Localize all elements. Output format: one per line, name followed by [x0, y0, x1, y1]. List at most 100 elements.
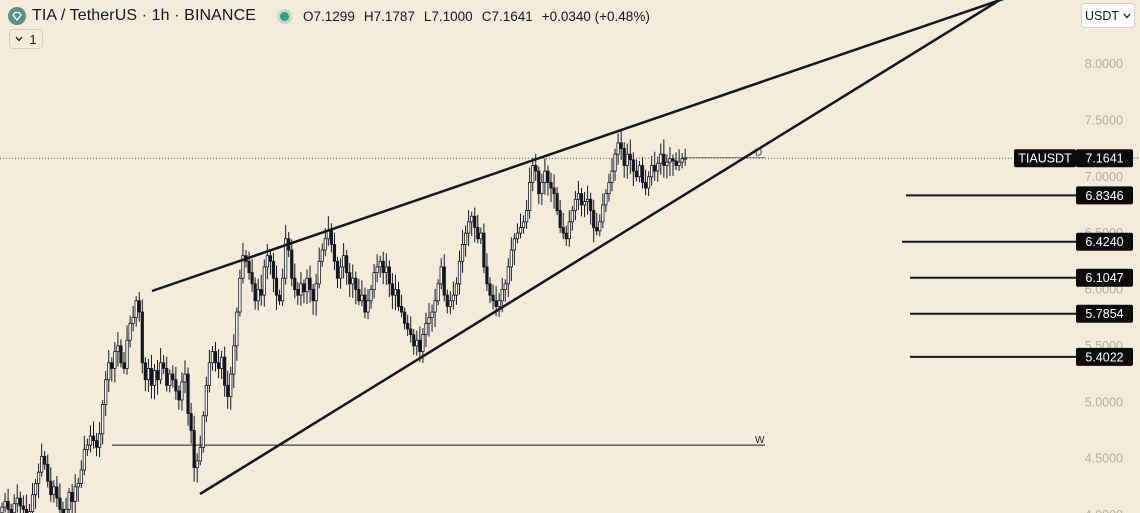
- candle-body: [457, 260, 462, 285]
- candle-body: [491, 294, 495, 302]
- candle-body: [119, 345, 123, 364]
- candle-body: [582, 201, 587, 206]
- target-level-label: 5.4022: [1085, 350, 1123, 364]
- y-axis-tick-label: 4.0000: [1085, 508, 1123, 513]
- candle-body: [82, 449, 86, 471]
- target-level-label: 5.7854: [1085, 307, 1123, 321]
- chevron-down-icon: [1123, 13, 1131, 18]
- candle-body: [515, 232, 520, 240]
- candle-body: [235, 311, 239, 347]
- candle-body: [238, 277, 242, 313]
- candle-body: [58, 497, 62, 510]
- candle-body: [467, 221, 471, 234]
- candle-body: [256, 289, 260, 302]
- candle-body: [149, 368, 154, 386]
- candle-body: [500, 289, 504, 302]
- candle-body: [674, 160, 678, 166]
- candle-body: [73, 486, 77, 502]
- candle-body: [662, 153, 666, 166]
- candle-body: [433, 300, 437, 313]
- candle-body: [250, 272, 254, 285]
- upper-trendline: [151, 0, 1005, 293]
- candle-body: [512, 238, 517, 251]
- candle-body: [482, 232, 486, 268]
- candle-body: [30, 494, 35, 513]
- candle-body: [21, 505, 25, 510]
- candle-body: [180, 381, 184, 401]
- candle-body: [497, 300, 501, 307]
- candle-body: [116, 345, 120, 352]
- target-level-label: 6.4240: [1085, 235, 1123, 249]
- candle-body: [668, 158, 672, 163]
- candle-body: [412, 334, 416, 347]
- candle-body: [546, 170, 550, 183]
- candle-body: [3, 501, 7, 508]
- high-value: 7.1787: [373, 8, 415, 24]
- candle-body: [311, 289, 315, 302]
- candle-body: [195, 460, 199, 469]
- candle-body: [470, 215, 474, 223]
- candle-body: [284, 238, 288, 279]
- last-price-label: 7.1641: [1085, 152, 1123, 166]
- candle-body: [643, 181, 648, 189]
- candle-body: [174, 379, 178, 392]
- candle-body: [52, 486, 56, 496]
- candle-body: [485, 266, 489, 285]
- symbol-title[interactable]: TIA / TetherUS · 1h · BINANCE: [32, 7, 257, 24]
- candle-body: [296, 289, 300, 296]
- candle-body: [43, 455, 47, 465]
- candle-body: [125, 339, 129, 369]
- candle-body: [329, 230, 334, 245]
- candle-body: [216, 362, 221, 369]
- candle-body: [70, 492, 74, 502]
- candle-body: [656, 162, 660, 172]
- candle-body: [79, 469, 83, 484]
- candle-body: [268, 255, 273, 262]
- candle-body: [479, 232, 483, 240]
- candle-body: [162, 362, 166, 369]
- candle-body: [15, 497, 19, 505]
- candle-body: [521, 221, 526, 228]
- candle-body: [387, 266, 391, 285]
- candle-body: [607, 181, 611, 195]
- candle-body: [280, 277, 285, 302]
- candle-body: [165, 368, 169, 386]
- close-value: 7.1641: [491, 8, 533, 24]
- candle-body: [613, 153, 617, 172]
- candle-body: [213, 351, 218, 364]
- candle-body: [46, 463, 50, 482]
- candle-body: [308, 277, 312, 290]
- candle-body: [509, 249, 513, 268]
- candle-body: [463, 232, 468, 245]
- candle-body: [650, 165, 654, 178]
- candle-body: [528, 181, 532, 211]
- target-level-label-bg: [1076, 304, 1133, 323]
- candle-body: [399, 306, 404, 313]
- daily-level-marker: D: [755, 148, 762, 159]
- candle-body: [158, 362, 163, 381]
- currency-select-button[interactable]: USDT: [1081, 3, 1135, 28]
- candle-body: [155, 370, 160, 381]
- y-axis-tick-label: 5.0000: [1085, 395, 1123, 409]
- candle-body: [348, 272, 352, 285]
- candle-body: [131, 317, 135, 324]
- candle-body: [189, 413, 193, 431]
- candle-body: [113, 351, 117, 369]
- candle-body: [506, 266, 510, 285]
- candle-body: [360, 294, 364, 302]
- candle-body: [531, 165, 535, 183]
- candle-body: [27, 511, 32, 513]
- candle-body: [140, 311, 144, 364]
- target-level-label-bg: [1076, 186, 1133, 205]
- indicators-toggle-button[interactable]: 1: [9, 29, 43, 49]
- candle-body: [610, 170, 614, 183]
- candle-body: [625, 153, 629, 166]
- candle-body: [406, 322, 410, 330]
- candle-body: [665, 161, 669, 166]
- candle-body: [427, 317, 431, 324]
- candle-body: [488, 283, 492, 296]
- candle-body: [409, 328, 413, 335]
- y-axis-tick-label: 4.5000: [1085, 452, 1123, 466]
